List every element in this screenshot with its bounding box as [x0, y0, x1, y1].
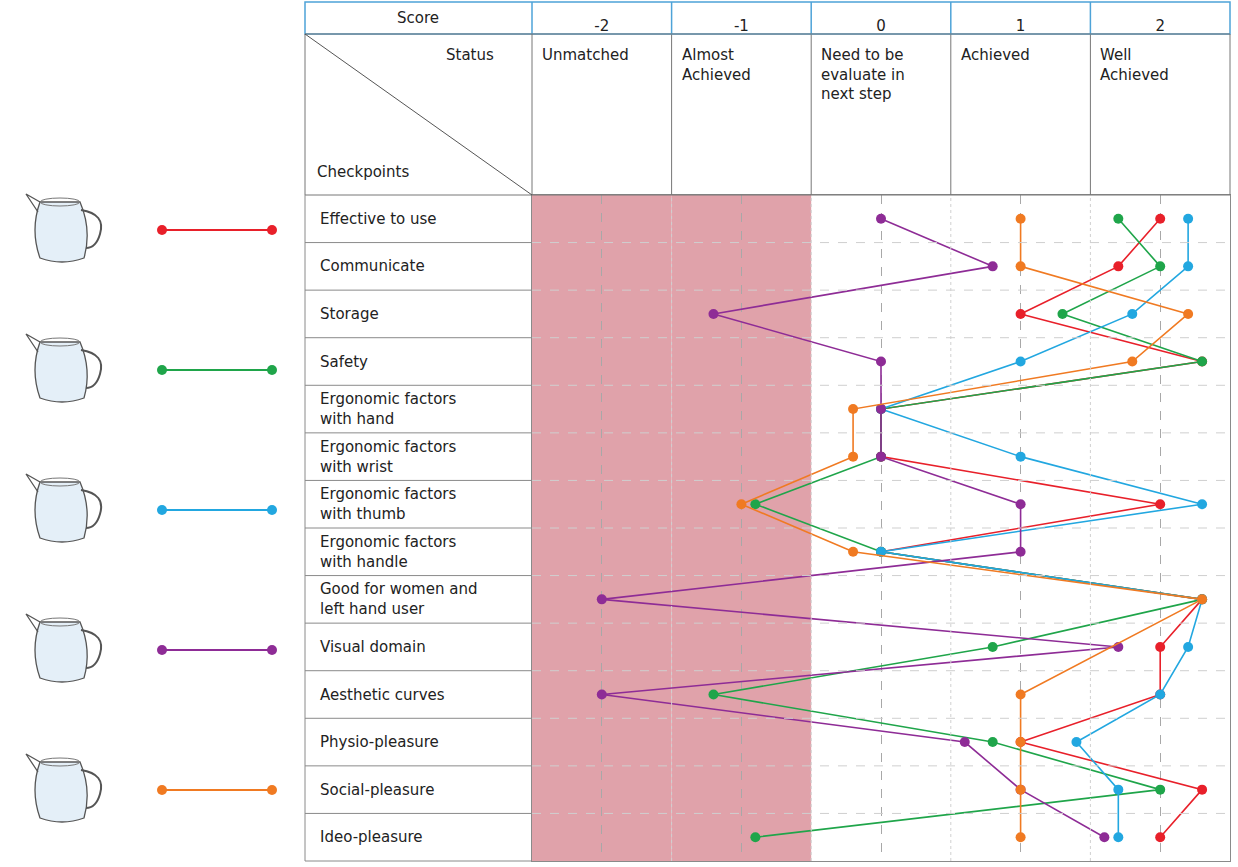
- svg-text:Safety: Safety: [320, 353, 368, 371]
- svg-text:1: 1: [1016, 17, 1026, 35]
- svg-text:Ergonomic factorswith thumb: Ergonomic factorswith thumb: [320, 485, 457, 523]
- svg-text:2: 2: [1155, 17, 1165, 35]
- svg-text:Status: Status: [446, 46, 494, 64]
- svg-text:Ergonomic factorswith wrist: Ergonomic factorswith wrist: [320, 438, 457, 476]
- svg-text:Achieved: Achieved: [961, 46, 1030, 64]
- svg-text:Communicate: Communicate: [320, 257, 425, 275]
- svg-text:Physio-pleasure: Physio-pleasure: [320, 733, 439, 751]
- svg-text:Unmatched: Unmatched: [542, 46, 629, 64]
- svg-text:Visual domain: Visual domain: [320, 638, 426, 656]
- svg-text:-2: -2: [594, 17, 609, 35]
- svg-text:0: 0: [876, 17, 886, 35]
- svg-text:AlmostAchieved: AlmostAchieved: [682, 46, 751, 84]
- svg-text:Ergonomic factorswith hand: Ergonomic factorswith hand: [320, 390, 457, 428]
- svg-text:Effective to use: Effective to use: [320, 210, 437, 228]
- svg-text:Ideo-pleasure: Ideo-pleasure: [320, 828, 423, 846]
- svg-text:Score: Score: [397, 9, 439, 27]
- svg-text:-1: -1: [734, 17, 749, 35]
- svg-text:Storage: Storage: [320, 305, 379, 323]
- svg-text:Checkpoints: Checkpoints: [317, 163, 409, 181]
- svg-text:Need to beevaluate innext step: Need to beevaluate innext step: [821, 46, 905, 103]
- svg-text:Social-pleasure: Social-pleasure: [320, 781, 434, 799]
- svg-text:Aesthetic curves: Aesthetic curves: [320, 686, 445, 704]
- svg-text:WellAchieved: WellAchieved: [1100, 46, 1169, 84]
- svg-text:Ergonomic factorswith handle: Ergonomic factorswith handle: [320, 533, 457, 571]
- svg-text:Good for women andleft hand us: Good for women andleft hand user: [320, 580, 477, 618]
